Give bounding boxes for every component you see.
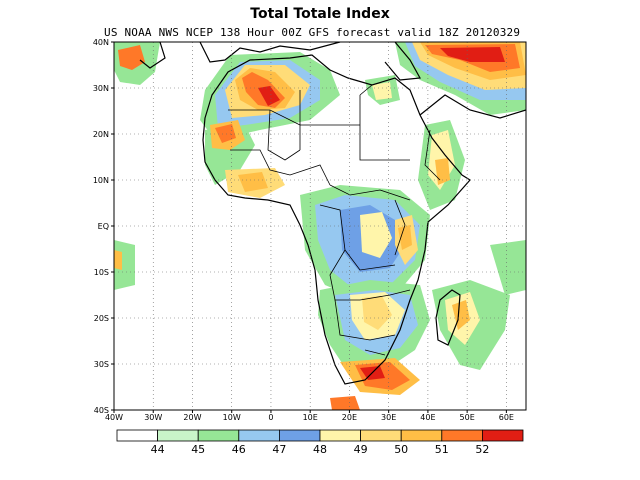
europe-coastline — [199, 42, 341, 63]
colorbar-label: 49 — [354, 443, 368, 456]
border-2 — [299, 90, 360, 126]
colorbar-swatch — [400, 429, 443, 442]
colorbar-label: 46 — [232, 443, 246, 456]
colorbar-label: 50 — [394, 443, 408, 456]
field-south-orange — [362, 296, 392, 330]
lon-tick-label: 20W — [183, 413, 201, 422]
colorbar-swatch — [481, 429, 524, 442]
field-westafrica-coast-orange — [238, 172, 268, 192]
colorbar-swatch — [441, 429, 483, 442]
border-8 — [329, 249, 360, 301]
lon-tick-label: 40E — [420, 413, 435, 422]
iberia-coastline — [139, 42, 166, 69]
colorbar-label: 51 — [435, 443, 449, 456]
border-3 — [359, 95, 410, 161]
madagascar-coastline — [435, 289, 461, 346]
field-westafrica-red — [215, 124, 236, 143]
africa-coastline — [202, 54, 471, 385]
lat-tick-label: 40S — [94, 406, 109, 415]
lat-tick-label: 10S — [94, 268, 109, 277]
lon-tick-label: 40W — [105, 413, 123, 422]
field-sahara-core — [258, 86, 280, 106]
gridlines — [114, 42, 526, 410]
border-14 — [364, 349, 386, 356]
colorbar-swatch — [360, 429, 402, 442]
lon-tick-label: 20E — [342, 413, 357, 422]
colorbar-label: 52 — [475, 443, 489, 456]
colorbar-label: 48 — [313, 443, 327, 456]
colorbar-swatch — [116, 429, 158, 442]
country-borders — [228, 84, 441, 356]
colorbar-swatch — [238, 429, 280, 442]
border-4 — [267, 109, 301, 161]
coastlines — [139, 42, 526, 385]
lat-tick-label: 20S — [94, 314, 109, 323]
middleeast-coastline — [384, 42, 421, 81]
lon-tick-label: 10E — [303, 413, 318, 422]
field-nile-yellow — [372, 82, 392, 100]
lat-tick-label: 40N — [93, 38, 109, 47]
border-1 — [228, 109, 301, 150]
chart-title: Total Totale Index — [250, 6, 390, 22]
border-10 — [334, 299, 396, 341]
arabia-coastline — [419, 94, 526, 119]
border-9 — [359, 289, 411, 301]
lon-tick-label: 10W — [223, 413, 241, 422]
colorbar-swatch — [319, 429, 361, 442]
field-congo-yellow — [360, 212, 392, 258]
lat-tick-label: 20N — [93, 130, 109, 139]
lon-tick-label: 30W — [144, 413, 162, 422]
lat-tick-label: 30S — [94, 360, 109, 369]
field-east-ocean-green — [490, 240, 526, 295]
colorbar-label: 44 — [151, 443, 165, 456]
border-6 — [329, 184, 411, 201]
border-13 — [424, 129, 441, 181]
border-12 — [359, 84, 373, 96]
field-nw-corner-red — [118, 45, 145, 70]
field-middleeast-core — [440, 47, 505, 62]
field-south-tip-red — [330, 396, 360, 410]
chart-subtitle: US NOAA NWS NCEP 138 Hour 00Z GFS foreca… — [104, 26, 521, 39]
lat-tick-label: 30N — [93, 84, 109, 93]
lon-tick-label: 50E — [460, 413, 475, 422]
field-rift-orange — [398, 225, 412, 250]
field-atlantic-orange — [114, 250, 122, 270]
lon-tick-label: 0 — [268, 413, 273, 422]
lat-tick-label: EQ — [98, 222, 109, 231]
colorbar-swatch — [157, 429, 199, 442]
colorbar-swatch — [278, 429, 321, 442]
colorbar: 44 45 46 47 48 49 50 51 52 — [116, 429, 524, 456]
border-5 — [230, 149, 331, 186]
field-layer — [114, 42, 526, 410]
colorbar-swatch — [197, 429, 240, 442]
colorbar-label: 45 — [191, 443, 205, 456]
border-11 — [394, 199, 406, 256]
lon-tick-label: 30E — [381, 413, 396, 422]
lat-tick-label: 10N — [93, 176, 109, 185]
colorbar-label: 47 — [272, 443, 286, 456]
lon-tick-label: 60E — [499, 413, 514, 422]
